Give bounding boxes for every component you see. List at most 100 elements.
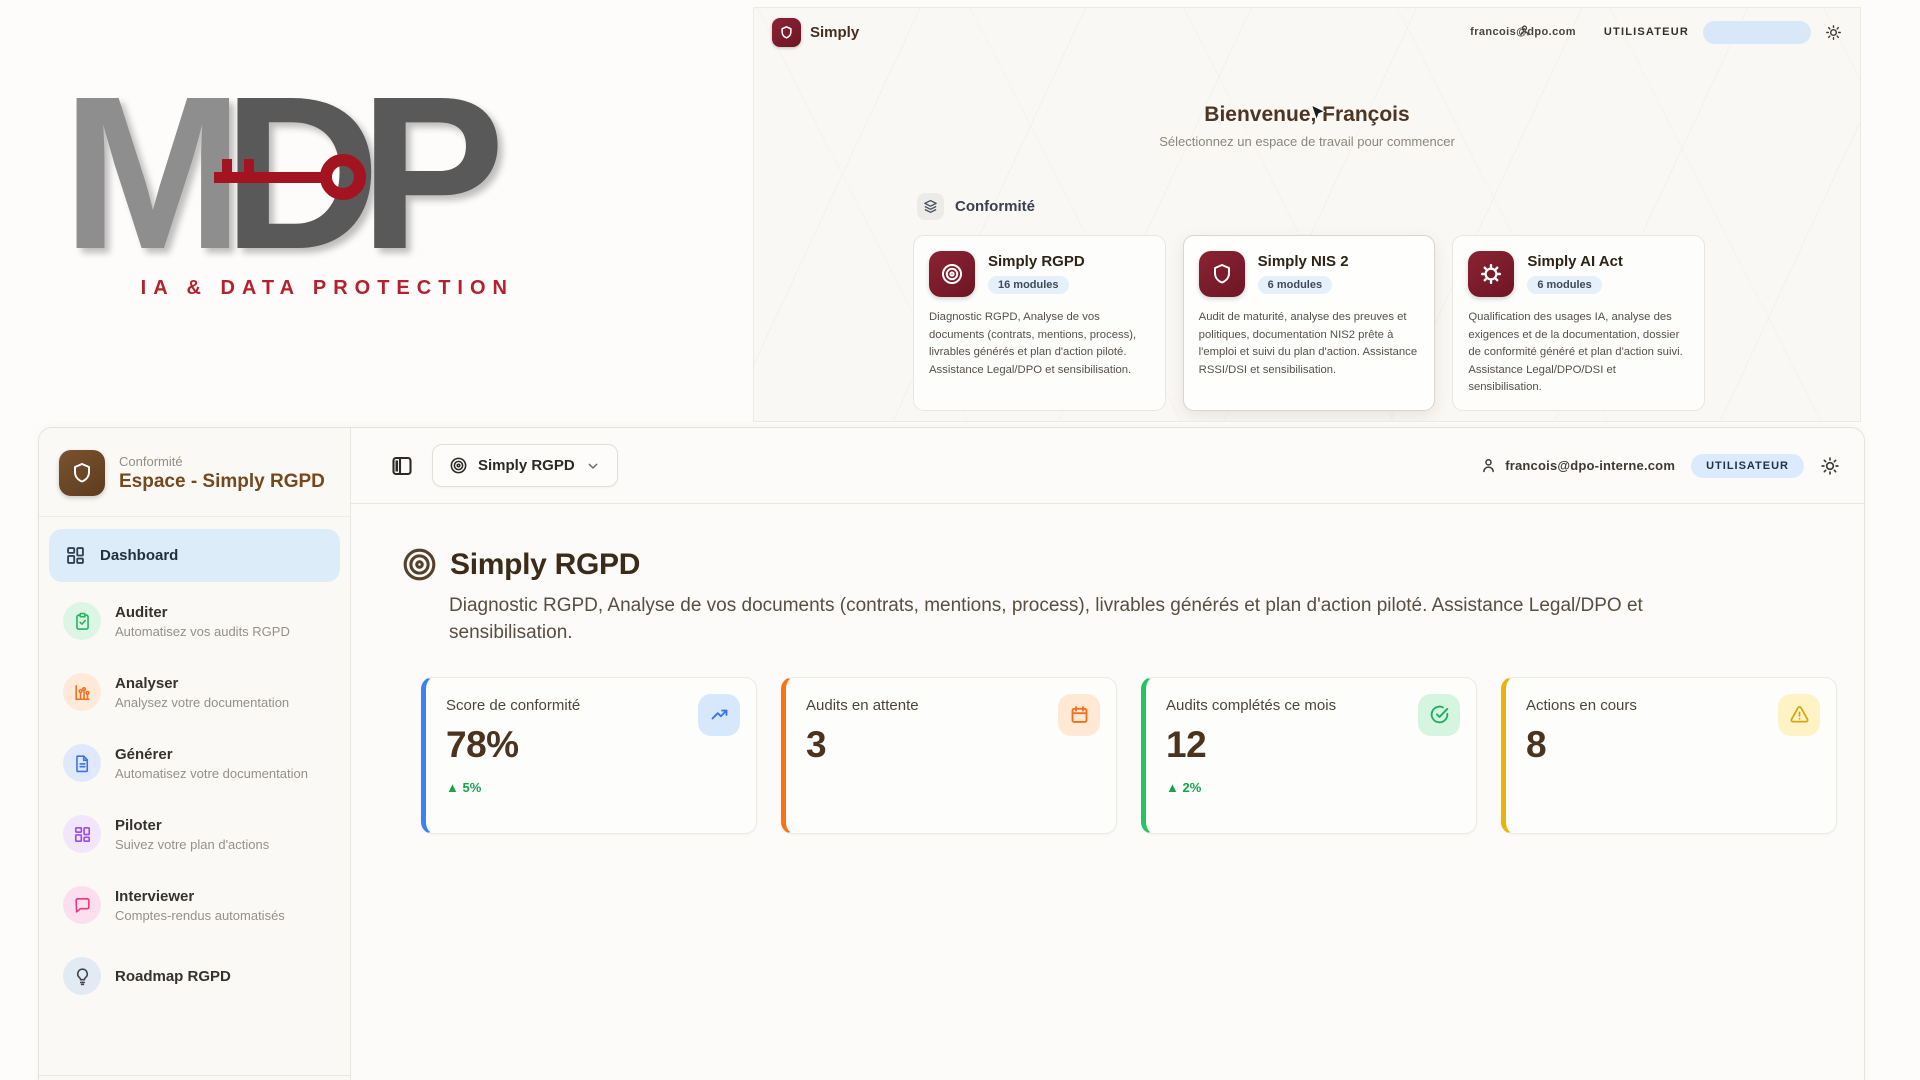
sidebar-nav: Dashboard Auditer Automatisez vos audits… — [39, 517, 350, 1020]
modules-badge: 6 modules — [1257, 276, 1333, 294]
sidebar-item-label: Analyser — [115, 674, 179, 692]
stat-label: Actions en cours — [1526, 696, 1637, 714]
sidebar-item-subtitle: Comptes-rendus automatisés — [115, 907, 285, 923]
module-description: Diagnostic RGPD, Analyse de vos document… — [449, 595, 1643, 643]
conformite-section-header: Conformité — [917, 193, 1860, 220]
sidebar-item-auditer[interactable]: Auditer Automatisez vos audits RGPD — [49, 589, 340, 653]
modules-badge: 6 modules — [1527, 276, 1602, 294]
welcome-title: Bienvenue, François — [1204, 103, 1410, 126]
card-description: Diagnostic RGPD, Analyse de vos document… — [929, 311, 1137, 376]
stat-value: 12 — [1166, 723, 1207, 765]
workspace-title: Espace - Simply RGPD — [119, 470, 325, 492]
simply-logo — [772, 17, 801, 47]
workspace-selector[interactable]: Simply RGPD — [432, 444, 618, 487]
target-icon — [450, 457, 467, 474]
stat-delta: ▲ 5% — [446, 779, 482, 795]
shield-icon — [781, 25, 792, 39]
logo-tagline: IA & DATA PROTECTION — [140, 277, 514, 300]
card-title: Simply RGPD — [988, 253, 1085, 270]
stat-value: 3 — [806, 723, 827, 765]
main-area: Simply RGPD francois@dpo-interne.com UTI… — [351, 428, 1864, 1080]
sidebar-item-dashboard[interactable]: Dashboard — [49, 529, 340, 582]
sidebar-item-subtitle: Suivez votre plan d'actions — [115, 836, 270, 852]
sidebar: Conformité Espace - Simply RGPD Dashboar… — [39, 428, 351, 1080]
sidebar-item-roadmap[interactable]: Roadmap RGPD — [49, 944, 340, 1008]
target-icon — [929, 251, 975, 297]
chevron-down-icon — [585, 458, 601, 474]
sidebar-item-piloter[interactable]: Piloter Suivez votre plan d'actions — [49, 802, 340, 866]
sidebar-item-interviewer[interactable]: Interviewer Comptes-rendus automatisés — [49, 873, 340, 937]
sidebar-item-label: Interviewer — [115, 887, 195, 905]
dashboard-content: Simply RGPD Diagnostic RGPD, Analyse de … — [351, 504, 1864, 834]
workspace-cards: Simply RGPD 16 modules Diagnostic RGPD, … — [913, 235, 1706, 411]
role-label: UTILISATEUR — [1603, 26, 1689, 38]
stat-card-audits-completes: Audits complétés ce mois 12 ▲ 2% — [1141, 676, 1477, 834]
conformite-section-label: Conformité — [955, 198, 1035, 215]
card-simply-ai-act[interactable]: Simply AI Act 6 modules Qualification de… — [1452, 235, 1706, 411]
target-icon — [401, 546, 438, 583]
dashboard-grid-icon — [65, 545, 86, 566]
logo-letter-p: P — [359, 52, 505, 295]
welcome-header: Simply francois@dpo.com UTILISATEUR — [754, 8, 1860, 56]
mdp-logo: MDP IA & DATA PROTECTION — [62, 65, 522, 300]
sidebar-item-label: Dashboard — [100, 547, 179, 564]
layout-grid-icon — [63, 815, 101, 853]
sidebar-footer-divider — [39, 1075, 350, 1076]
sidebar-item-subtitle: Automatisez votre documentation — [115, 765, 308, 781]
panel-left-icon — [392, 456, 412, 475]
welcome-user-area: francois@dpo.com UTILISATEUR — [1470, 20, 1842, 44]
role-badge: UTILISATEUR — [1691, 453, 1804, 478]
message-icon — [63, 886, 101, 924]
sidebar-item-label: Piloter — [115, 816, 162, 834]
gear-icon — [1468, 251, 1515, 297]
role-highlight-pill — [1703, 20, 1811, 44]
sidebar-item-analyser[interactable]: Analyser Analysez votre documentation — [49, 660, 340, 724]
key-icon — [214, 152, 374, 200]
welcome-message: Bienvenue, François Sélectionnez un espa… — [754, 103, 1860, 149]
stat-label: Score de conformité — [446, 696, 581, 714]
logo-letter-m: M — [62, 52, 244, 295]
app-window: Conformité Espace - Simply RGPD Dashboar… — [38, 427, 1865, 1080]
theme-toggle-button[interactable] — [1825, 24, 1842, 41]
chart-icon — [63, 673, 101, 711]
person-icon — [1518, 24, 1531, 37]
stat-label: Audits en attente — [806, 696, 919, 714]
sidebar-toggle-button[interactable] — [390, 454, 414, 478]
user-identity: francois@dpo-interne.com — [1480, 457, 1675, 474]
welcome-panel: Simply francois@dpo.com UTILISATEUR Bien… — [753, 7, 1861, 422]
lightbulb-icon — [63, 957, 101, 995]
user-email: francois@dpo-interne.com — [1505, 458, 1676, 473]
sidebar-item-subtitle: Analysez votre documentation — [115, 694, 290, 710]
card-simply-rgpd[interactable]: Simply RGPD 16 modules Diagnostic RGPD, … — [913, 235, 1166, 411]
stat-value: 8 — [1526, 723, 1547, 765]
card-title: Simply NIS 2 — [1257, 253, 1349, 270]
module-title-row: Simply RGPD — [401, 546, 1840, 583]
workspace-selector-label: Simply RGPD — [478, 457, 575, 474]
check-circle-icon — [1418, 693, 1460, 736]
brand: Simply — [772, 17, 860, 47]
workspace-header: Conformité Espace - Simply RGPD — [39, 428, 350, 517]
brand-name: Simply — [810, 23, 860, 41]
main-header: Simply RGPD francois@dpo-interne.com UTI… — [351, 428, 1864, 504]
theme-toggle-button[interactable] — [1820, 456, 1840, 476]
file-text-icon — [63, 744, 101, 782]
mouse-cursor-icon — [1310, 105, 1325, 122]
stat-card-conformite: Score de conformité 78% ▲ 5% — [421, 676, 757, 834]
sidebar-item-label: Auditer — [115, 603, 168, 621]
module-title: Simply RGPD — [450, 547, 641, 581]
clipboard-check-icon — [63, 602, 101, 640]
card-title: Simply AI Act — [1527, 253, 1623, 270]
stat-card-actions: Actions en cours 8 — [1501, 676, 1837, 834]
stat-value: 78% — [446, 723, 519, 765]
sidebar-item-label: Générer — [115, 745, 173, 763]
stats-row: Score de conformité 78% ▲ 5% Audits en a… — [421, 676, 1840, 834]
workspace-label: Conformité — [119, 453, 183, 469]
layers-icon — [917, 193, 944, 220]
sidebar-item-generer[interactable]: Générer Automatisez votre documentation — [49, 731, 340, 795]
stat-label: Audits complétés ce mois — [1166, 696, 1337, 714]
mdp-wordmark: MDP — [62, 65, 522, 283]
trending-up-icon — [698, 693, 740, 736]
card-simply-nis2[interactable]: Simply NIS 2 6 modules Audit de maturité… — [1182, 235, 1436, 411]
sun-icon — [1826, 24, 1841, 40]
sidebar-item-label: Roadmap RGPD — [115, 967, 231, 985]
